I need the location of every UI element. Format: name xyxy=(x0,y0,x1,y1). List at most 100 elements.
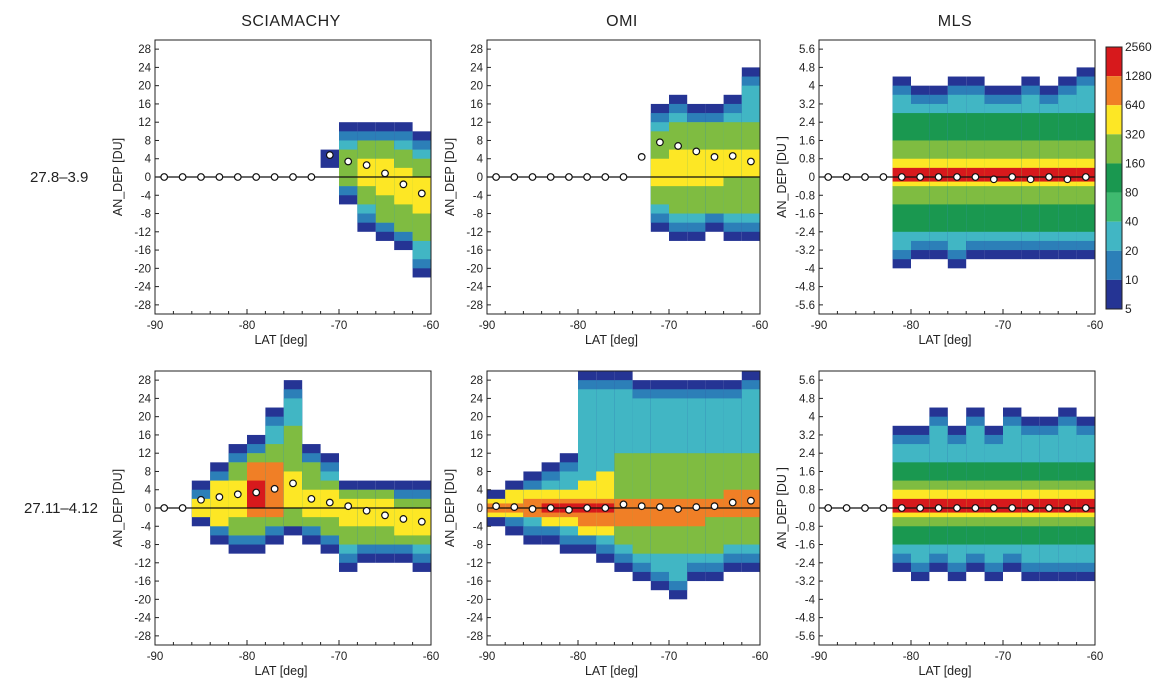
mean-point xyxy=(1063,504,1072,512)
heatmap-cell xyxy=(1058,167,1077,182)
x-tick-label: -90 xyxy=(811,320,828,332)
heatmap-cell xyxy=(650,498,669,527)
mean-point xyxy=(1026,504,1035,512)
y-tick-label: -4 xyxy=(473,521,484,533)
mean-point xyxy=(417,517,426,526)
colorbar-swatch xyxy=(1106,134,1122,164)
x-axis-label: LAT [deg] xyxy=(254,333,307,347)
mean-point xyxy=(842,173,851,181)
y-tick-label: 24 xyxy=(470,393,483,405)
x-tick-label: -60 xyxy=(1087,651,1104,663)
column-title-sciamachy: SCIAMACHY xyxy=(241,13,341,30)
mean-point xyxy=(1008,173,1017,181)
y-tick-label: 16 xyxy=(138,99,151,111)
heatmap-cell xyxy=(1021,167,1040,182)
y-tick-label: 20 xyxy=(138,412,151,424)
colorbar-tick-label: 10 xyxy=(1125,273,1139,287)
y-tick-label: -24 xyxy=(134,282,151,294)
mean-point xyxy=(637,502,646,511)
heatmap-cell xyxy=(210,480,229,527)
y-tick-label: 0 xyxy=(477,503,483,515)
y-tick-label: 16 xyxy=(470,430,483,442)
mean-point xyxy=(934,504,943,512)
y-tick-label: -16 xyxy=(134,576,151,588)
y-tick-label: -3.2 xyxy=(795,245,815,257)
y-tick-label: 0 xyxy=(809,172,815,184)
y-tick-label: -2.4 xyxy=(795,558,815,570)
y-tick-label: -16 xyxy=(134,245,151,257)
mean-point xyxy=(989,175,998,184)
mean-point xyxy=(1063,175,1072,184)
mean-point xyxy=(565,505,573,514)
y-tick-label: 28 xyxy=(470,44,483,56)
x-tick-label: -70 xyxy=(995,320,1012,332)
heatmap-cells xyxy=(892,407,1095,582)
heatmap-cell xyxy=(723,149,742,177)
mean-point xyxy=(674,142,682,150)
mean-point xyxy=(307,173,316,181)
y-tick-label: -4.8 xyxy=(795,282,815,294)
mean-point xyxy=(1008,504,1017,512)
y-tick-label: -3.2 xyxy=(795,576,815,588)
x-tick-label: -90 xyxy=(479,320,496,332)
y-tick-label: -4 xyxy=(805,594,816,606)
y-tick-label: -28 xyxy=(466,300,483,312)
mean-point xyxy=(381,511,389,520)
x-tick-label: -90 xyxy=(147,651,164,663)
y-tick-label: -8 xyxy=(473,209,483,221)
colorbar-swatch xyxy=(1106,105,1122,135)
colorbar-tick-label: 160 xyxy=(1125,156,1145,170)
panel-omi-2: 28 24 20 16 12 8 4 0 -4 -8 -12 -16 -20 -24 -28 -90 -80 -7… xyxy=(443,370,769,678)
y-tick-label: -4 xyxy=(805,263,816,275)
y-tick-label: -20 xyxy=(134,594,151,606)
y-tick-label: 12 xyxy=(138,448,151,460)
y-tick-label: -8 xyxy=(141,540,151,552)
colorbar-swatch xyxy=(1106,250,1122,280)
y-tick-label: 0 xyxy=(477,172,483,184)
y-tick-label: -8 xyxy=(141,209,151,221)
mean-point xyxy=(879,504,888,512)
y-tick-label: -20 xyxy=(134,263,151,275)
heatmap-cell xyxy=(650,158,669,187)
y-tick-label: 4 xyxy=(477,485,484,497)
y-tick-label: -24 xyxy=(466,613,483,625)
heatmap-cell xyxy=(669,149,688,187)
x-axis-label: LAT [deg] xyxy=(918,333,971,347)
mean-point xyxy=(1081,173,1090,181)
y-tick-label: 4.8 xyxy=(799,62,815,74)
heatmap-cells xyxy=(320,122,431,278)
y-tick-label: 4 xyxy=(477,154,484,166)
y-tick-label: 4 xyxy=(809,412,816,424)
mean-point xyxy=(583,504,591,512)
colorbar-tick-label: 20 xyxy=(1125,244,1139,258)
mean-point xyxy=(971,173,980,181)
mean-point xyxy=(656,138,664,147)
y-tick-label: 16 xyxy=(138,430,151,442)
mean-point xyxy=(160,504,169,512)
x-axis-label: LAT [deg] xyxy=(918,664,971,678)
y-tick-label: 0 xyxy=(145,172,151,184)
y-tick-label: 8 xyxy=(477,135,483,147)
y-tick-label: -28 xyxy=(466,631,483,643)
mean-point xyxy=(824,504,833,512)
mean-point xyxy=(728,152,737,160)
heatmap-cell xyxy=(339,498,358,527)
y-axis-label: AN_DEP [DU] xyxy=(111,469,125,547)
y-tick-label: -20 xyxy=(466,594,483,606)
y-tick-label: 20 xyxy=(138,81,151,93)
mean-point xyxy=(953,173,961,181)
mean-point xyxy=(637,153,646,161)
column-title-mls: MLS xyxy=(938,13,972,30)
mean-point xyxy=(399,180,408,189)
mean-point xyxy=(565,173,573,181)
y-tick-label: 4 xyxy=(145,485,152,497)
y-tick-label: -4 xyxy=(141,521,152,533)
mean-point xyxy=(1045,504,1053,512)
y-tick-label: -24 xyxy=(466,282,483,294)
y-tick-label: -1.6 xyxy=(795,209,815,221)
x-tick-label: -60 xyxy=(752,651,769,663)
y-tick-label: 0.8 xyxy=(799,485,815,497)
colorbar-swatch xyxy=(1106,279,1122,309)
heatmap-cell xyxy=(302,489,321,518)
